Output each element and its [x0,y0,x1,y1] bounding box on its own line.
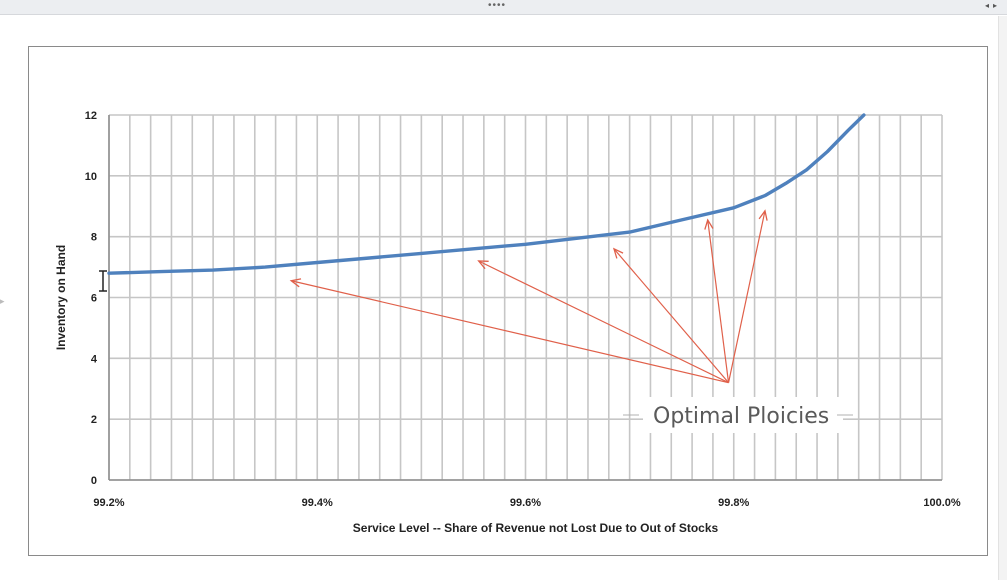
y-axis-title: Inventory on Hand [54,245,68,350]
chart-lines [107,113,866,275]
annotation-arrowhead [612,247,624,259]
series-line [107,113,866,275]
annotation-arrowhead [477,260,489,270]
y-tick-label: 10 [85,171,97,183]
annotation-arrowhead [289,278,302,288]
annotation-label: Optimal Ploicies [653,404,829,429]
resize-grip-icon[interactable]: •••• [488,0,507,11]
annotation-arrow [727,210,766,383]
chart-ticks: 0 2 4 6 8 10 12 99.2% 99.4% 99.6% 99.8% 100.0% [85,110,961,509]
x-tick-label: 99.4% [302,497,333,509]
y-tick-label: 2 [91,414,97,426]
left-edge-arrow-icon: ▸ [0,296,5,306]
annotation-arrow [613,248,729,384]
annotation-arrow [478,260,729,384]
annotation-arrowhead [704,218,714,230]
scrollbar[interactable] [998,16,1007,580]
annotation-arrow [291,280,729,384]
annotation-arrow [707,219,730,383]
chart-frame: 0 2 4 6 8 10 12 99.2% 99.4% 99.6% 99.8% 100.0% Inve… [28,46,988,556]
x-tick-label: 99.2% [93,497,124,509]
x-tick-label: 99.6% [510,497,541,509]
y-tick-label: 4 [91,353,98,365]
annotation-arrows [289,209,768,384]
window-top-bar: •••• ◂▸ [0,0,1007,15]
x-tick-label: 100.0% [923,497,961,509]
annotation-label-bg [643,397,843,433]
annotation-arrowhead [758,209,768,221]
y-tick-label: 8 [91,232,97,244]
chart-grid [108,114,943,481]
x-tick-label: 99.8% [718,497,749,509]
nav-arrows-icon[interactable]: ◂▸ [984,1,1001,10]
x-axis-title: Service Level -- Share of Revenue not Lo… [353,521,719,535]
text-cursor-icon [99,270,107,292]
line-chart: 0 2 4 6 8 10 12 99.2% 99.4% 99.6% 99.8% 100.0% Inve… [54,110,961,535]
y-tick-label: 0 [91,475,97,487]
y-tick-label: 6 [91,293,97,305]
y-tick-label: 12 [85,110,97,122]
